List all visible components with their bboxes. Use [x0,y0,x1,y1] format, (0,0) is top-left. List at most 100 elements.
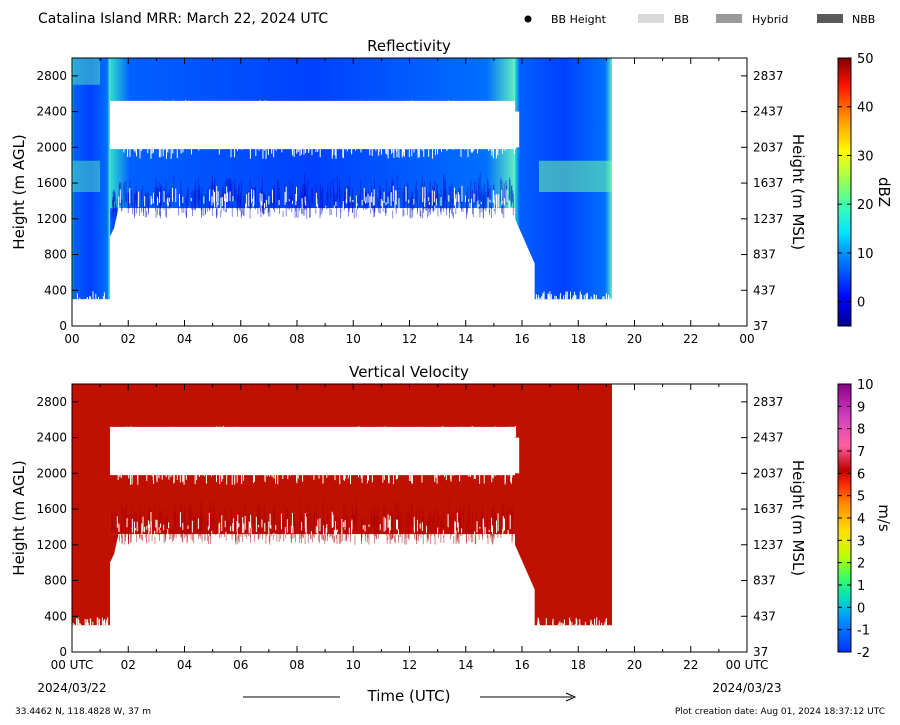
colorbar-tick-label: 6 [857,467,865,482]
x-tick-label: 12 [402,332,417,346]
y-tick-label: 400 [44,283,67,297]
y2-tick-label: 2037 [753,466,784,480]
colorbar-tick-label: 30 [857,149,874,164]
y2-tick-label: 2837 [753,69,784,83]
x-tick-label: 04 [177,658,192,672]
legend-label-nbb: NBB [852,13,875,26]
x-tick-label: 22 [683,658,698,672]
y2-tick-label: 437 [753,283,776,297]
x-tick-label: 08 [289,332,304,346]
echo-upper [109,384,515,427]
y-tick-label: 1200 [36,212,67,226]
x-tick-label: 04 [177,332,192,346]
velocity-colorbar-label: m/s [875,504,893,532]
y2-tick-label: 37 [753,645,768,659]
x-tick-label: 00 [64,332,79,346]
high-echo-right [538,160,612,192]
y2-tick-label: 2437 [753,431,784,445]
y2-tick-label: 837 [753,248,776,262]
x-tick-label: 08 [289,658,304,672]
y2-tick-label: 1237 [753,212,784,226]
reflectivity-colorbar-label: dBZ [875,177,893,207]
echo-middle [109,475,515,535]
velocity-ylabel: Height (m AGL) [10,460,28,575]
colorbar-tick-label: 4 [857,512,865,527]
no-data-gap [114,437,520,474]
colorbar-tick-label: -1 [857,624,870,639]
x-tick-label: 02 [121,332,136,346]
colorbar-tick-label: 40 [857,101,874,116]
legend-label-hybrid: Hybrid [752,13,788,26]
y-tick-label: 2400 [36,105,67,119]
y2-tick-label: 437 [753,609,776,623]
legend-label-bb-height: BB Height [551,13,607,26]
colorbar-tick-label: 10 [857,378,874,393]
x-tick-label: 22 [683,332,698,346]
x-tick-label: 06 [233,332,248,346]
page-title: Catalina Island MRR: March 22, 2024 UTC [38,11,328,27]
no-data-gap [114,111,520,148]
x-tick-label: 12 [402,658,417,672]
x-tick-label: 10 [346,658,361,672]
velocity-panel: Vertical Velocity 00 UTC 02 04 06 08 10 12 14 16… [10,363,893,672]
end-date: 2024/03/23 [712,681,781,695]
arrow-head-icon [565,692,577,702]
high-echo-left-top [72,58,101,85]
y2-tick-label: 1237 [753,538,784,552]
reflectivity-colorbar [837,57,852,327]
y-tick-label: 400 [44,609,67,623]
reflectivity-field [72,58,612,300]
y2-tick-label: 37 [753,319,768,333]
x-axis-label: Time (UTC) [367,687,451,705]
echo-left-taper [109,534,119,563]
x-tick-label: 18 [571,658,586,672]
colorbar-tick-label: 3 [857,534,865,549]
y-tick-label: 800 [44,574,67,588]
x-tick-label: 00 UTC [726,658,769,672]
x-tick-label: 00 [739,332,754,346]
colorbar-tick-label: 8 [857,423,865,438]
velocity-field [72,384,612,626]
reflectivity-panel: Reflectivity 00 02 04 06 08 10 12 14 16 18 20 22 000… [10,37,893,346]
legend-swatch-bb [638,14,664,23]
colorbar-tick-label: 20 [857,198,874,213]
x-tick-label: 02 [121,658,136,672]
y-tick-label: 0 [59,319,67,333]
x-tick-label: 10 [346,332,361,346]
reflectivity-y2label: Height (m MSL) [789,134,807,250]
colorbar-tick-label: 0 [857,601,865,616]
y2-tick-label: 2837 [753,395,784,409]
y2-tick-label: 1637 [753,176,784,190]
station-location: 33.4462 N, 118.4828 W, 37 m [15,707,151,717]
colorbar-tick-label: 2 [857,557,865,572]
echo-left [72,58,110,300]
echo-left [72,384,110,626]
y-tick-label: 0 [59,645,67,659]
y2-tick-label: 2037 [753,140,784,154]
y-tick-label: 2400 [36,431,67,445]
high-echo-left [72,160,101,192]
y-tick-label: 2000 [36,140,67,154]
colorbar-tick-label: 5 [857,490,865,505]
y2-tick-label: 837 [753,574,776,588]
y-tick-label: 2000 [36,466,67,480]
x-tick-label: 00 UTC [51,658,94,672]
y-tick-label: 1600 [36,176,67,190]
start-date: 2024/03/22 [37,681,106,695]
x-tick-label: 18 [571,332,586,346]
colorbar-tick-label: 10 [857,247,874,262]
echo-right [514,384,612,626]
legend-swatch-nbb [817,14,843,23]
bb-height-marker-icon [524,15,532,23]
reflectivity-colorbar-ticks: 0 10 20 30 40 50 [838,52,874,311]
x-tick-label: 16 [514,658,529,672]
y-tick-label: 2800 [36,395,67,409]
reflectivity-title: Reflectivity [367,37,451,55]
y2-tick-label: 1637 [753,502,784,516]
colorbar-tick-label: 7 [857,445,865,460]
echo-left-taper [109,208,119,237]
x-tick-label: 06 [233,658,248,672]
y2-tick-label: 2437 [753,105,784,119]
echo-upper [109,58,515,101]
